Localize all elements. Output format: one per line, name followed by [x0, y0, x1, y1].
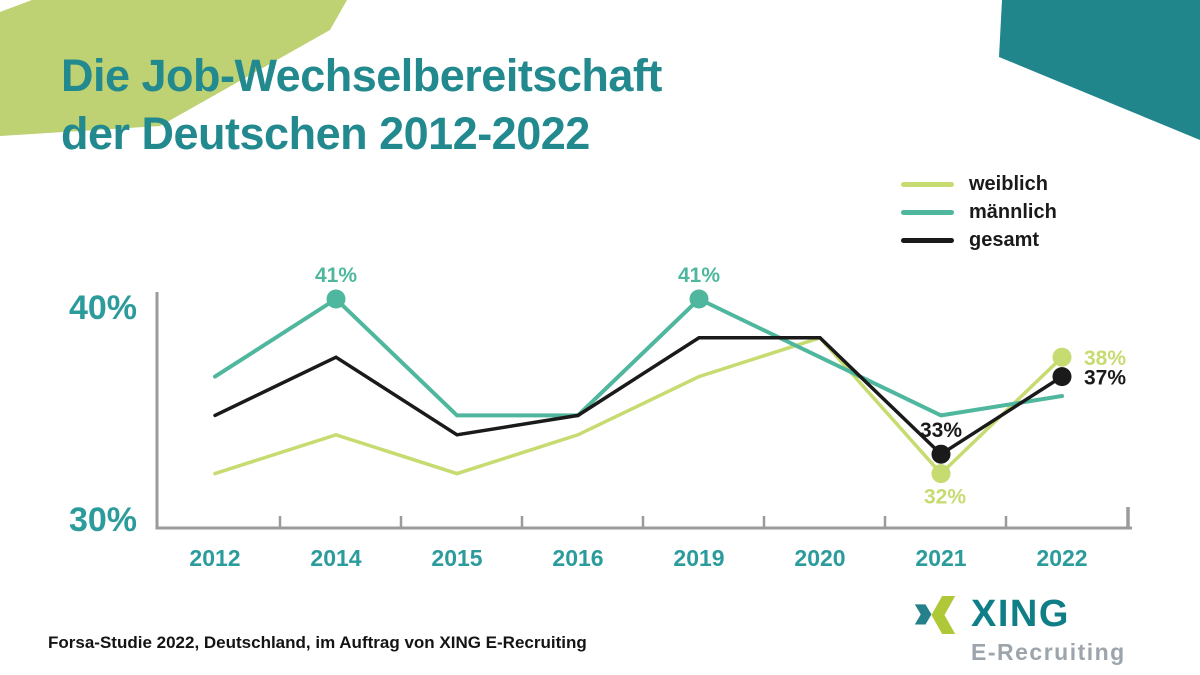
legend-label: gesamt: [969, 228, 1040, 251]
y-tick-label: 40%: [69, 289, 137, 327]
x-tick-label: 2022: [1036, 545, 1087, 571]
series-line-weiblich: [213, 335, 1064, 477]
series-line-gesamt: [213, 336, 1064, 457]
source-note: Forsa-Studie 2022, Deutschland, im Auftr…: [48, 633, 587, 652]
x-tick-label: 2016: [552, 545, 603, 571]
xing-x-icon: [914, 595, 956, 634]
axes: [155, 292, 1132, 530]
data-label-gesamt-2022: 37%: [1084, 367, 1126, 390]
data-label-weiblich-2021: 32%: [924, 486, 966, 509]
logo-subbrand-text: E-Recruiting: [971, 639, 1126, 665]
legend-item-männlich: männlich: [901, 198, 1057, 226]
y-tick-label: 30%: [69, 501, 137, 539]
data-point-gesamt-2021: [931, 444, 951, 464]
x-tick-label: 2015: [431, 545, 482, 571]
data-label-männlich-2019: 41%: [678, 264, 720, 287]
page-title-line1: Die Job-Wechselbereitschaft: [61, 50, 662, 101]
legend-label: männlich: [969, 200, 1057, 223]
x-tick-label: 2021: [915, 545, 966, 571]
page-title: Die Job-Wechselbereitschaft der Deutsche…: [61, 47, 662, 163]
logo-brand-text: XING: [971, 593, 1070, 635]
xing-logo: XING E-Recruiting: [912, 593, 1126, 666]
page-title-line2: der Deutschen 2012-2022: [61, 108, 590, 159]
series-line-männlich: [213, 296, 1064, 418]
legend-swatch-weiblich: [901, 181, 954, 187]
legend-swatch-gesamt: [901, 237, 954, 243]
chart-legend: weiblich männlich gesamt: [901, 170, 1057, 254]
x-tick-label: 2020: [794, 545, 845, 571]
legend-item-gesamt: gesamt: [901, 226, 1057, 254]
data-point-männlich-2019: [689, 289, 709, 309]
data-point-weiblich-2021: [931, 464, 951, 484]
data-label-gesamt-2021: 33%: [920, 419, 962, 442]
data-label-männlich-2014: 41%: [315, 264, 357, 287]
legend-swatch-männlich: [901, 209, 954, 215]
data-point-gesamt-2022: [1052, 367, 1072, 387]
data-point-weiblich-2022: [1052, 347, 1072, 367]
x-tick-label: 2014: [310, 545, 361, 571]
data-point-männlich-2014: [326, 289, 346, 309]
data-label-weiblich-2022: 38%: [1084, 347, 1126, 370]
x-tick-label: 2019: [673, 545, 724, 571]
x-tick-label: 2012: [189, 545, 240, 571]
legend-item-weiblich: weiblich: [901, 170, 1057, 198]
legend-label: weiblich: [969, 172, 1048, 195]
